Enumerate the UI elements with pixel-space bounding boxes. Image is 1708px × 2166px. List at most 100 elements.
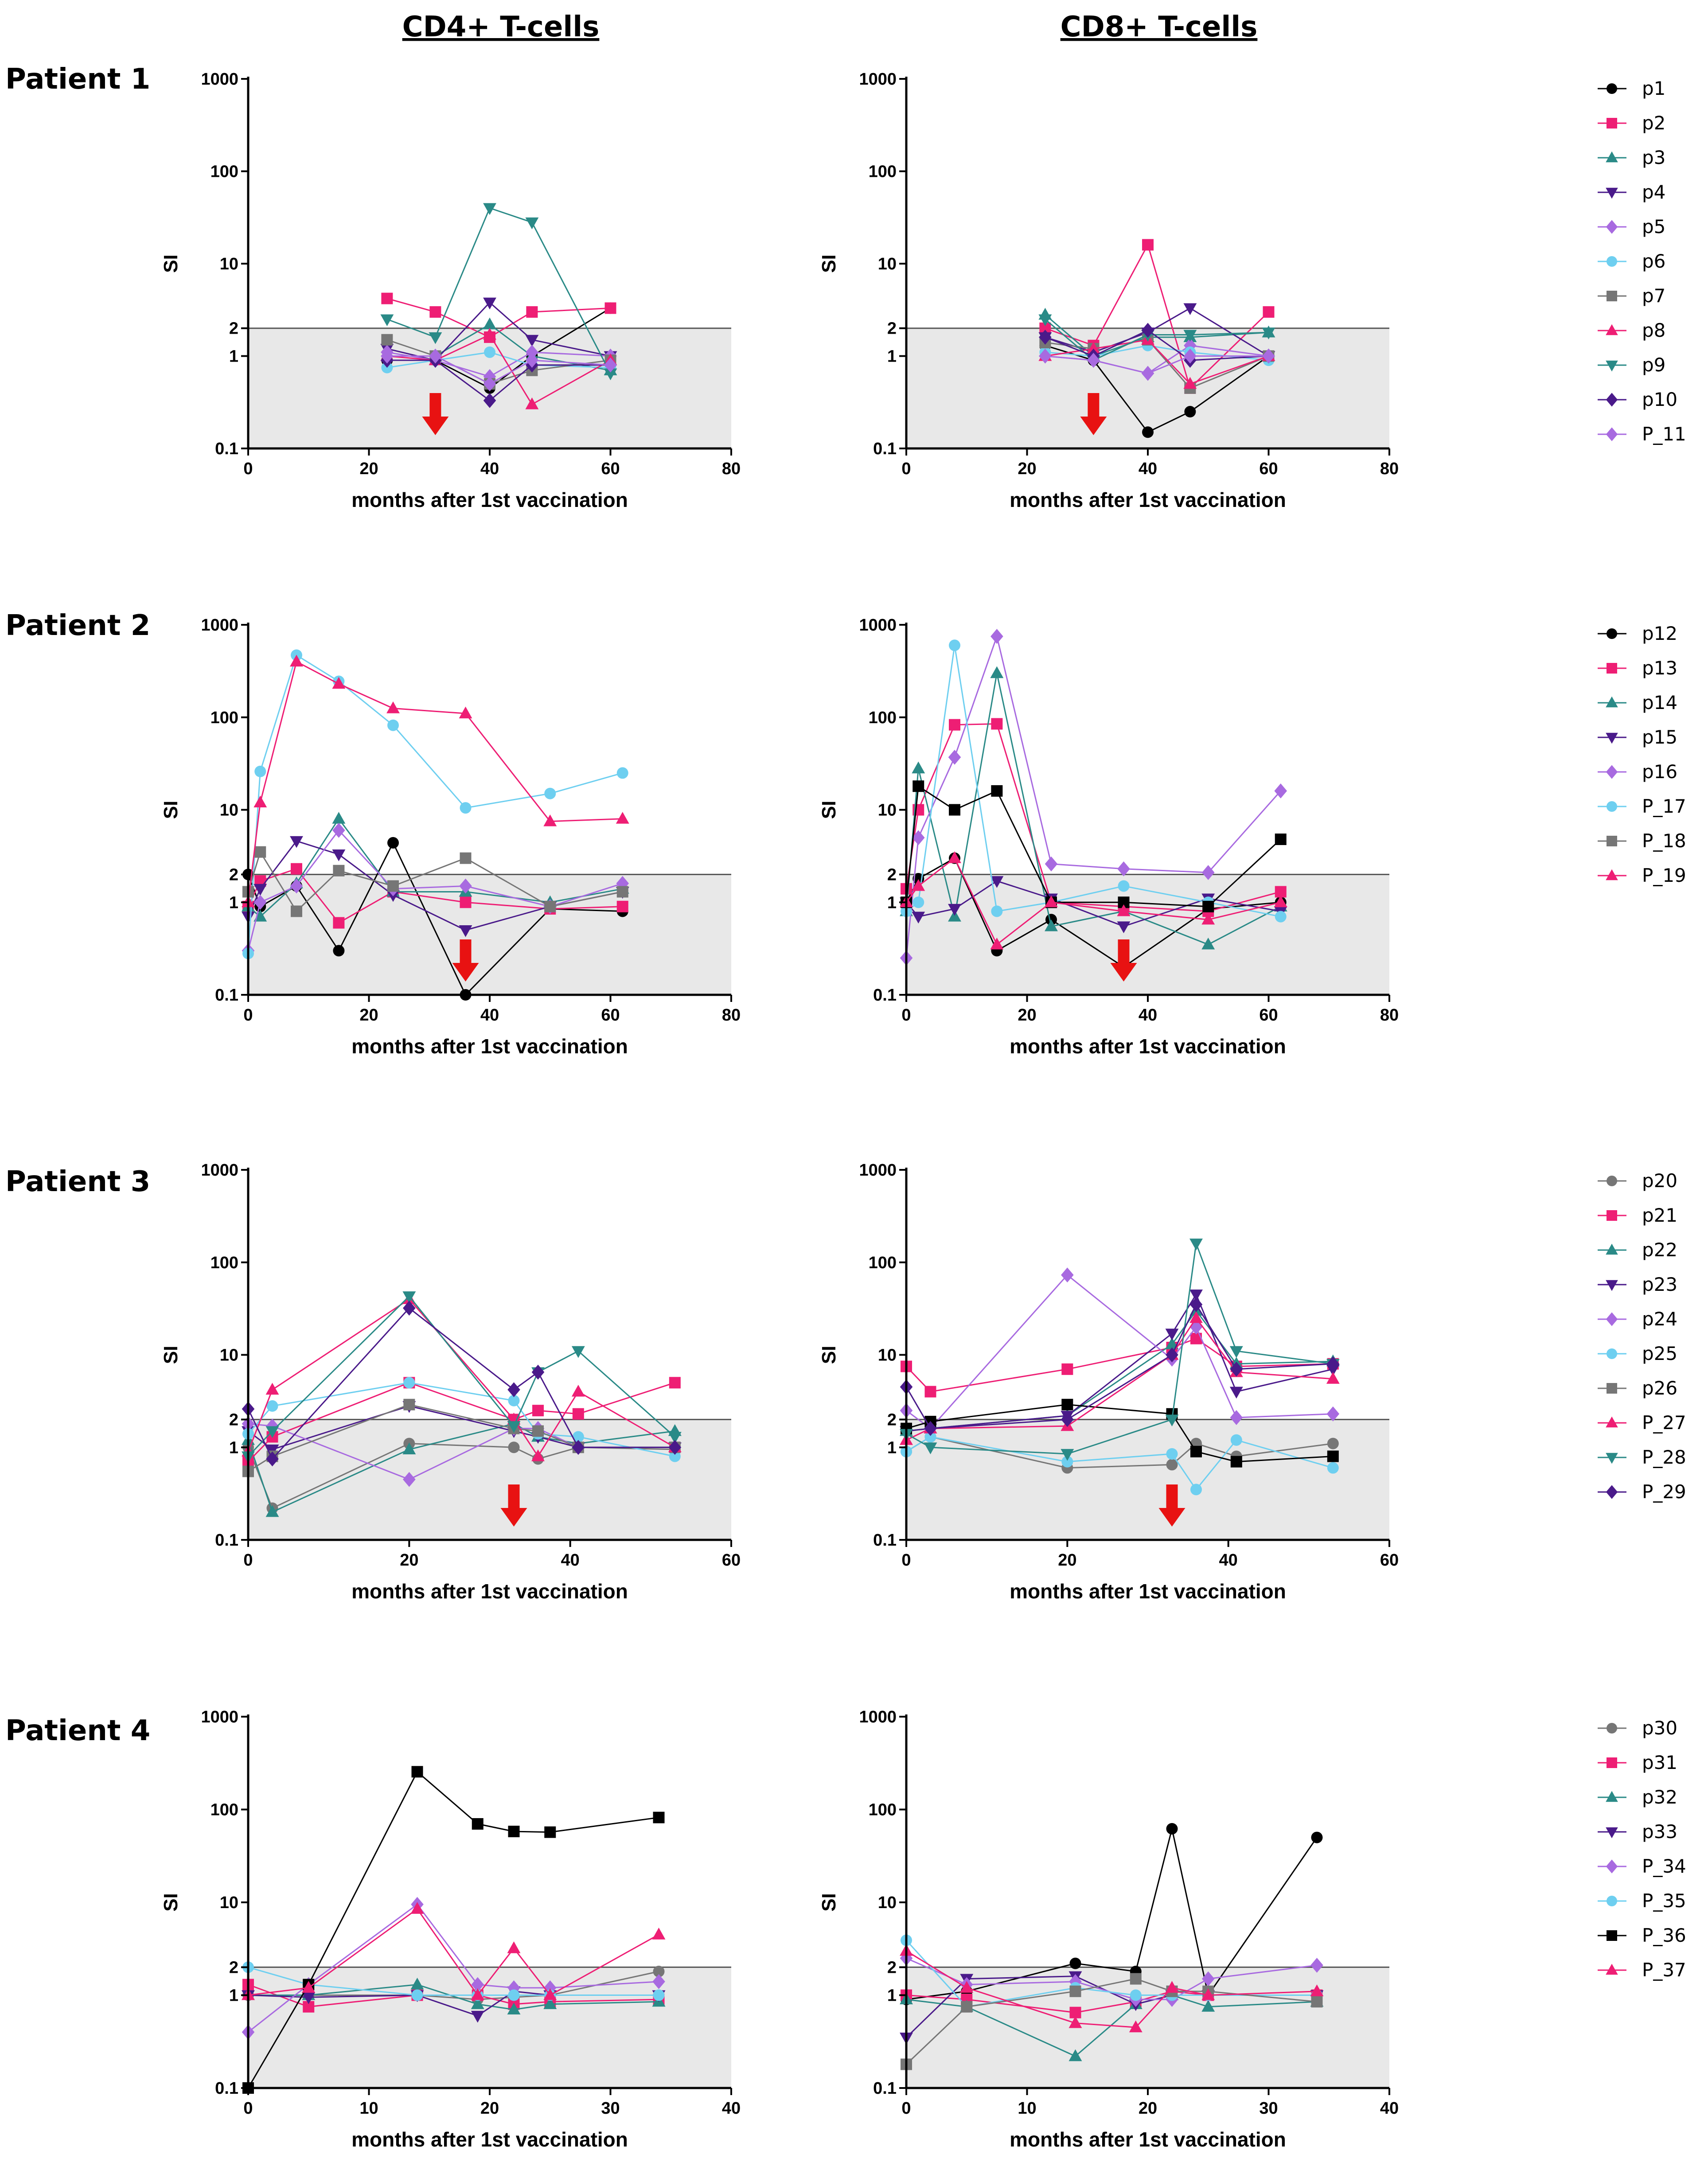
legend-marker xyxy=(1606,1827,1618,1839)
legend-item: p8 xyxy=(1598,319,1665,341)
data-point-P_37 xyxy=(652,1928,666,1940)
data-point-p16 xyxy=(1201,865,1215,880)
data-point-P_18 xyxy=(1202,900,1214,912)
red-arrow-icon xyxy=(1158,1484,1185,1527)
y-tick-label: 1000 xyxy=(859,1161,897,1180)
legend-item: p30 xyxy=(1598,1717,1677,1739)
data-point-P_27 xyxy=(1189,1311,1203,1323)
x-tick-label: 60 xyxy=(601,460,620,478)
x-tick-label: 40 xyxy=(1139,1006,1157,1025)
data-point-p8 xyxy=(525,397,539,409)
data-point-P_37 xyxy=(302,1981,316,1993)
y-tick-label: 0.1 xyxy=(873,2079,897,2098)
data-point-P_11 xyxy=(526,353,538,368)
data-point-p24 xyxy=(266,1418,279,1434)
data-point-p25 xyxy=(1166,1448,1178,1460)
series-line-p12 xyxy=(247,841,623,996)
series-line-P_18 xyxy=(905,785,1281,908)
legend-label: p5 xyxy=(1642,216,1665,238)
legend-label: p9 xyxy=(1642,354,1665,376)
y-tick-label: 100 xyxy=(869,163,897,181)
data-point-p3 xyxy=(483,317,496,330)
x-tick-label: 0 xyxy=(901,1006,911,1025)
legend-marker xyxy=(1606,1485,1618,1499)
red-arrow-icon xyxy=(500,1484,527,1527)
legend-marker xyxy=(1606,1453,1618,1464)
data-point-P_29 xyxy=(266,1451,279,1467)
data-point-P_29 xyxy=(403,1301,416,1316)
data-point-P_36 xyxy=(472,1818,484,1830)
data-point-P_37 xyxy=(471,1988,484,2000)
data-point-P_36 xyxy=(411,1766,423,1778)
shaded-region xyxy=(248,1967,731,2088)
data-point-P_28 xyxy=(265,1426,279,1438)
y-tick-label: 1 xyxy=(229,347,238,366)
data-point-P_17 xyxy=(387,719,399,731)
data-point-p21 xyxy=(532,1405,544,1417)
legend-item: p26 xyxy=(1598,1377,1677,1399)
y-tick-label: 10 xyxy=(878,255,897,273)
data-point-P_19 xyxy=(616,812,629,824)
data-point-p16 xyxy=(990,629,1003,644)
data-point-p25 xyxy=(266,1400,278,1412)
legend-item: p24 xyxy=(1598,1308,1677,1330)
legend-item: p10 xyxy=(1598,389,1677,410)
y-axis-label: SI xyxy=(818,1346,840,1364)
data-point-P_28 xyxy=(507,1421,521,1433)
data-point-P_11 xyxy=(604,357,617,373)
legend-label: p10 xyxy=(1642,389,1677,410)
data-point-P_11 xyxy=(429,348,442,364)
y-tick-label: 100 xyxy=(869,1801,897,1819)
data-point-p9 xyxy=(604,368,617,381)
legend-marker xyxy=(1607,628,1617,639)
legend-marker xyxy=(1607,1210,1617,1221)
data-point-P_36 xyxy=(1130,1973,1142,1985)
legend-item: p9 xyxy=(1598,354,1665,376)
legend-marker xyxy=(1606,765,1618,779)
legend-label: p22 xyxy=(1642,1239,1677,1261)
data-point-p5 xyxy=(526,344,538,360)
y-tick-label: 1 xyxy=(229,1438,238,1457)
x-tick-label: 60 xyxy=(1259,460,1278,478)
data-point-P_36 xyxy=(508,1826,520,1838)
y-tick-label: 1 xyxy=(229,893,238,912)
data-point-p12 xyxy=(387,837,399,849)
legend-marker xyxy=(1606,360,1618,372)
shaded-region xyxy=(906,1419,1389,1540)
data-point-p13 xyxy=(991,718,1003,730)
legend-label: p4 xyxy=(1642,181,1665,203)
legend-item: p14 xyxy=(1598,692,1677,713)
data-point-P_37 xyxy=(1310,1984,1324,1996)
data-point-p4 xyxy=(525,335,539,347)
data-point-p30 xyxy=(1069,1957,1081,1969)
y-tick-label: 0.1 xyxy=(873,440,897,458)
y-tick-label: 100 xyxy=(211,709,238,727)
data-point-p32 xyxy=(471,1997,484,2009)
data-point-p16 xyxy=(1045,856,1058,872)
data-point-p25 xyxy=(403,1377,415,1389)
legend-label: p6 xyxy=(1642,250,1665,272)
data-point-p4 xyxy=(1183,303,1197,315)
data-point-P_36 xyxy=(544,1826,556,1838)
x-tick-label: 20 xyxy=(400,1551,418,1570)
chart-panel: 0.1 1 2 10 100 1000 0 20 40 60 80 months after 1st … xyxy=(818,616,1399,1058)
legend-label: p31 xyxy=(1642,1752,1677,1773)
legend-marker xyxy=(1607,83,1617,94)
data-point-p15 xyxy=(332,849,346,861)
x-tick-label: 20 xyxy=(359,460,378,478)
series-line-p13 xyxy=(247,868,623,924)
data-point-p25 xyxy=(1230,1434,1242,1446)
data-point-P_27 xyxy=(571,1384,585,1397)
data-point-p10 xyxy=(1039,330,1052,345)
data-point-P_35 xyxy=(653,1989,665,2001)
legend-item: p12 xyxy=(1598,623,1677,644)
data-point-p14 xyxy=(1045,919,1058,931)
legend-marker xyxy=(1606,187,1618,199)
y-tick-label: 100 xyxy=(869,709,897,727)
x-tick-label: 40 xyxy=(722,2099,741,2118)
y-tick-label: 100 xyxy=(211,1254,238,1272)
data-point-P_19 xyxy=(386,701,400,713)
data-point-p24 xyxy=(1326,1406,1340,1422)
data-point-p26 xyxy=(1327,1450,1339,1462)
